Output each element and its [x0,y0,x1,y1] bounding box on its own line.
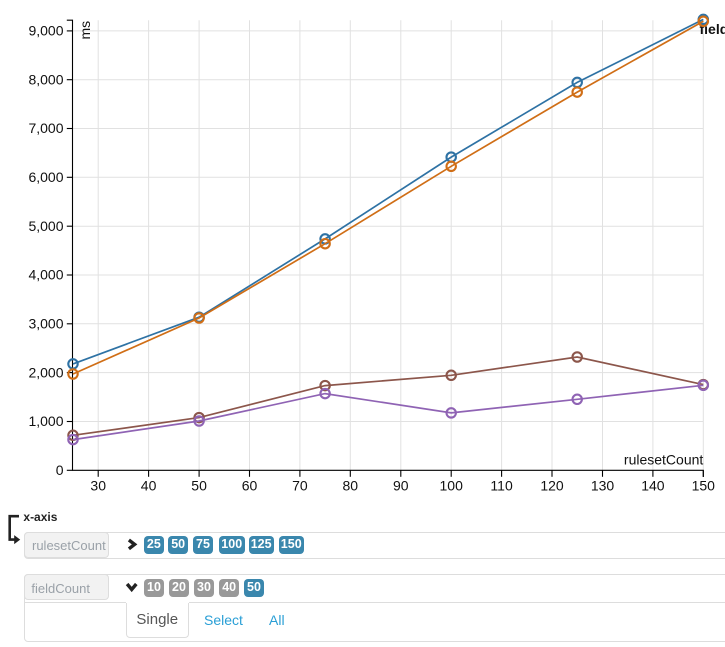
svg-text:9,000: 9,000 [28,23,63,39]
svg-text:30: 30 [90,478,106,494]
svg-text:60: 60 [242,478,258,494]
svg-text:110: 110 [490,478,513,494]
svg-text:100: 100 [440,478,464,494]
svg-text:50: 50 [191,478,207,494]
svg-text:150: 150 [692,478,716,494]
svg-text:rulesetCount: rulesetCount [624,452,703,468]
svg-text:140: 140 [641,478,665,494]
svg-text:ms: ms [77,21,93,40]
svg-text:4,000: 4,000 [28,267,63,283]
svg-text:80: 80 [343,478,359,494]
svg-text:7,000: 7,000 [28,120,63,136]
svg-text:1,000: 1,000 [28,413,63,429]
svg-text:130: 130 [591,478,615,494]
svg-text:6,000: 6,000 [28,169,63,185]
svg-text:0: 0 [56,462,64,478]
svg-text:120: 120 [540,478,564,494]
svg-text:90: 90 [393,478,409,494]
svg-text:2,000: 2,000 [28,364,63,380]
svg-text:8,000: 8,000 [28,71,63,87]
svg-text:5,000: 5,000 [28,218,63,234]
svg-text:70: 70 [292,478,308,494]
svg-text:40: 40 [141,478,157,494]
svg-text:3,000: 3,000 [28,316,63,332]
